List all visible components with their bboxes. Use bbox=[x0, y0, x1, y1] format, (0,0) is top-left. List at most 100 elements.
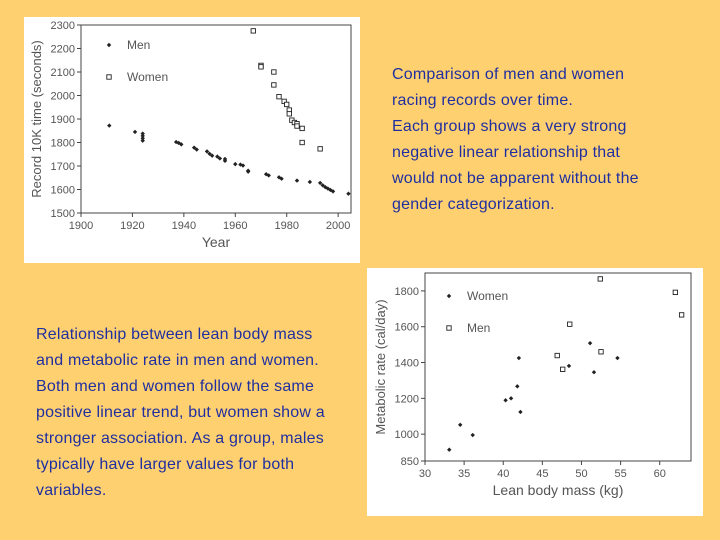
metabolic-women-point bbox=[518, 409, 523, 415]
caption-line: stronger association. As a group, males bbox=[36, 430, 324, 447]
metabolic-women-point bbox=[470, 432, 475, 438]
legend-marker bbox=[446, 293, 452, 299]
y-tick-label: 1900 bbox=[51, 114, 75, 126]
caption-line: typically have larger values for both bbox=[36, 456, 295, 473]
metabolic-women-point bbox=[458, 422, 463, 428]
y-tick-label: 1800 bbox=[395, 286, 419, 298]
y-tick-label: 2300 bbox=[51, 20, 75, 32]
race-record-women-point bbox=[271, 82, 277, 88]
metabolic-women-point bbox=[587, 340, 593, 346]
metabolic-men-point bbox=[554, 352, 560, 359]
race-record-men-point bbox=[140, 138, 145, 143]
race-record-men-point bbox=[179, 142, 184, 147]
y-tick-label: 1800 bbox=[51, 138, 75, 150]
legend-label: Women bbox=[467, 289, 508, 303]
x-axis-label: Lean body mass (kg) bbox=[493, 482, 624, 498]
race-record-women-point bbox=[271, 69, 277, 75]
metabolic-women-point bbox=[566, 363, 572, 369]
metabolic-rate-plot: 30 35 40 45 50 55 60 850 1000 1200 1400 1600 1800 Lea… bbox=[373, 272, 692, 498]
y-tick-label: 2100 bbox=[51, 67, 75, 79]
legend-label: Women bbox=[127, 70, 168, 84]
race-record-men-point bbox=[140, 136, 145, 141]
metabolic-rate-caption: Relationship between lean body mass and … bbox=[36, 322, 356, 504]
plot-frame bbox=[424, 272, 692, 462]
race-record-men-point bbox=[328, 187, 333, 193]
race-records-plot: 1900 1920 1940 1960 1980 2000 1500 1600 1700 1800… bbox=[29, 20, 352, 250]
x-axis-label: Year bbox=[202, 234, 231, 250]
metabolic-men-point bbox=[598, 349, 604, 355]
race-record-men-point bbox=[140, 131, 145, 136]
race-record-women-point bbox=[284, 101, 290, 108]
y-tick-label: 1600 bbox=[395, 322, 419, 334]
race-record-women-point bbox=[286, 111, 292, 117]
race-record-men-point bbox=[217, 156, 223, 161]
x-tick-label: 45 bbox=[536, 468, 548, 480]
legend-label: Men bbox=[467, 321, 490, 335]
x-tick-label: 35 bbox=[458, 468, 470, 480]
x-tick-label: 2000 bbox=[326, 220, 350, 232]
caption-line: gender categorization. bbox=[392, 196, 555, 213]
y-tick-label: 2000 bbox=[51, 91, 75, 103]
race-record-men-point bbox=[330, 189, 336, 194]
race-record-men-point bbox=[204, 149, 210, 154]
race-record-men-point bbox=[207, 151, 212, 156]
plot-frame bbox=[80, 24, 352, 214]
metabolic-men-point bbox=[560, 366, 566, 372]
race-record-men-point bbox=[307, 179, 313, 185]
race-record-men-point bbox=[276, 175, 282, 180]
metabolic-men-point bbox=[672, 289, 679, 295]
race-record-women-point bbox=[276, 94, 282, 100]
y-tick-label: 1200 bbox=[395, 393, 419, 405]
race-records-chart: 1900 1920 1940 1960 1980 2000 1500 1600 1700 1800… bbox=[24, 17, 360, 263]
x-tick-label: 50 bbox=[575, 468, 587, 480]
metabolic-men-point bbox=[597, 276, 603, 282]
race-record-men-point bbox=[279, 176, 284, 181]
y-tick-label: 850 bbox=[401, 456, 419, 468]
race-record-men-point bbox=[209, 153, 215, 158]
race-record-women-point bbox=[299, 139, 305, 146]
race-record-men-point bbox=[233, 161, 238, 167]
caption-line: positive linear trend, but women show a bbox=[36, 404, 325, 421]
race-record-men-point bbox=[317, 180, 323, 186]
metabolic-women-point bbox=[508, 396, 514, 401]
caption-line: would not be apparent without the bbox=[392, 170, 639, 187]
race-record-men-point bbox=[140, 133, 145, 139]
metabolic-women-point bbox=[515, 384, 520, 389]
y-tick-label: 1000 bbox=[395, 429, 419, 441]
race-record-women-point bbox=[294, 123, 300, 129]
y-tick-label: 1500 bbox=[51, 208, 75, 220]
y-tick-label: 1400 bbox=[395, 358, 419, 370]
y-tick-label: 1600 bbox=[51, 185, 75, 197]
metabolic-men-point bbox=[567, 321, 573, 327]
race-record-men-point bbox=[346, 191, 351, 196]
caption-line: negative linear relationship that bbox=[392, 144, 621, 161]
y-tick-label: 2200 bbox=[51, 44, 75, 56]
metabolic-rate-chart: 30 35 40 45 50 55 60 850 1000 1200 1400 1600 1800 Lea… bbox=[367, 268, 703, 516]
metabolic-women-point bbox=[516, 355, 522, 361]
race-record-women-point bbox=[250, 28, 256, 34]
y-tick-label: 1700 bbox=[51, 161, 75, 173]
caption-line: and metabolic rate in men and women. bbox=[36, 352, 319, 369]
x-tick-label: 1980 bbox=[274, 220, 298, 232]
caption-line: Comparison of men and women bbox=[392, 66, 625, 83]
race-record-men-point bbox=[173, 139, 179, 145]
metabolic-men-point bbox=[678, 312, 685, 318]
legend-label: Men bbox=[127, 38, 150, 52]
metabolic-women-point bbox=[591, 369, 597, 375]
race-record-men-point bbox=[320, 183, 325, 188]
race-record-women-point bbox=[299, 125, 305, 132]
x-tick-label: 60 bbox=[654, 468, 666, 480]
race-record-men-point bbox=[240, 163, 246, 168]
x-tick-label: 1960 bbox=[223, 220, 247, 232]
metabolic-women-point bbox=[503, 398, 508, 403]
race-record-men-point bbox=[245, 169, 251, 174]
race-record-men-point bbox=[194, 147, 199, 152]
legend-marker bbox=[446, 325, 452, 331]
metabolic-women-point bbox=[447, 447, 452, 452]
race-record-men-point bbox=[266, 173, 271, 178]
y-axis-label: Record 10K time (seconds) bbox=[29, 40, 44, 198]
caption-line: Each group shows a very strong bbox=[392, 118, 627, 135]
race-record-women-point bbox=[317, 146, 323, 152]
legend-marker bbox=[106, 74, 112, 80]
race-record-men-point bbox=[107, 123, 112, 128]
